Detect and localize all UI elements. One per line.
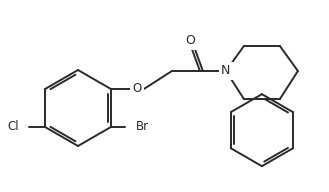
Text: Br: Br bbox=[136, 121, 149, 133]
Text: O: O bbox=[132, 83, 141, 95]
Text: O: O bbox=[185, 35, 195, 47]
Text: N: N bbox=[221, 65, 231, 78]
Text: Cl: Cl bbox=[8, 121, 19, 133]
